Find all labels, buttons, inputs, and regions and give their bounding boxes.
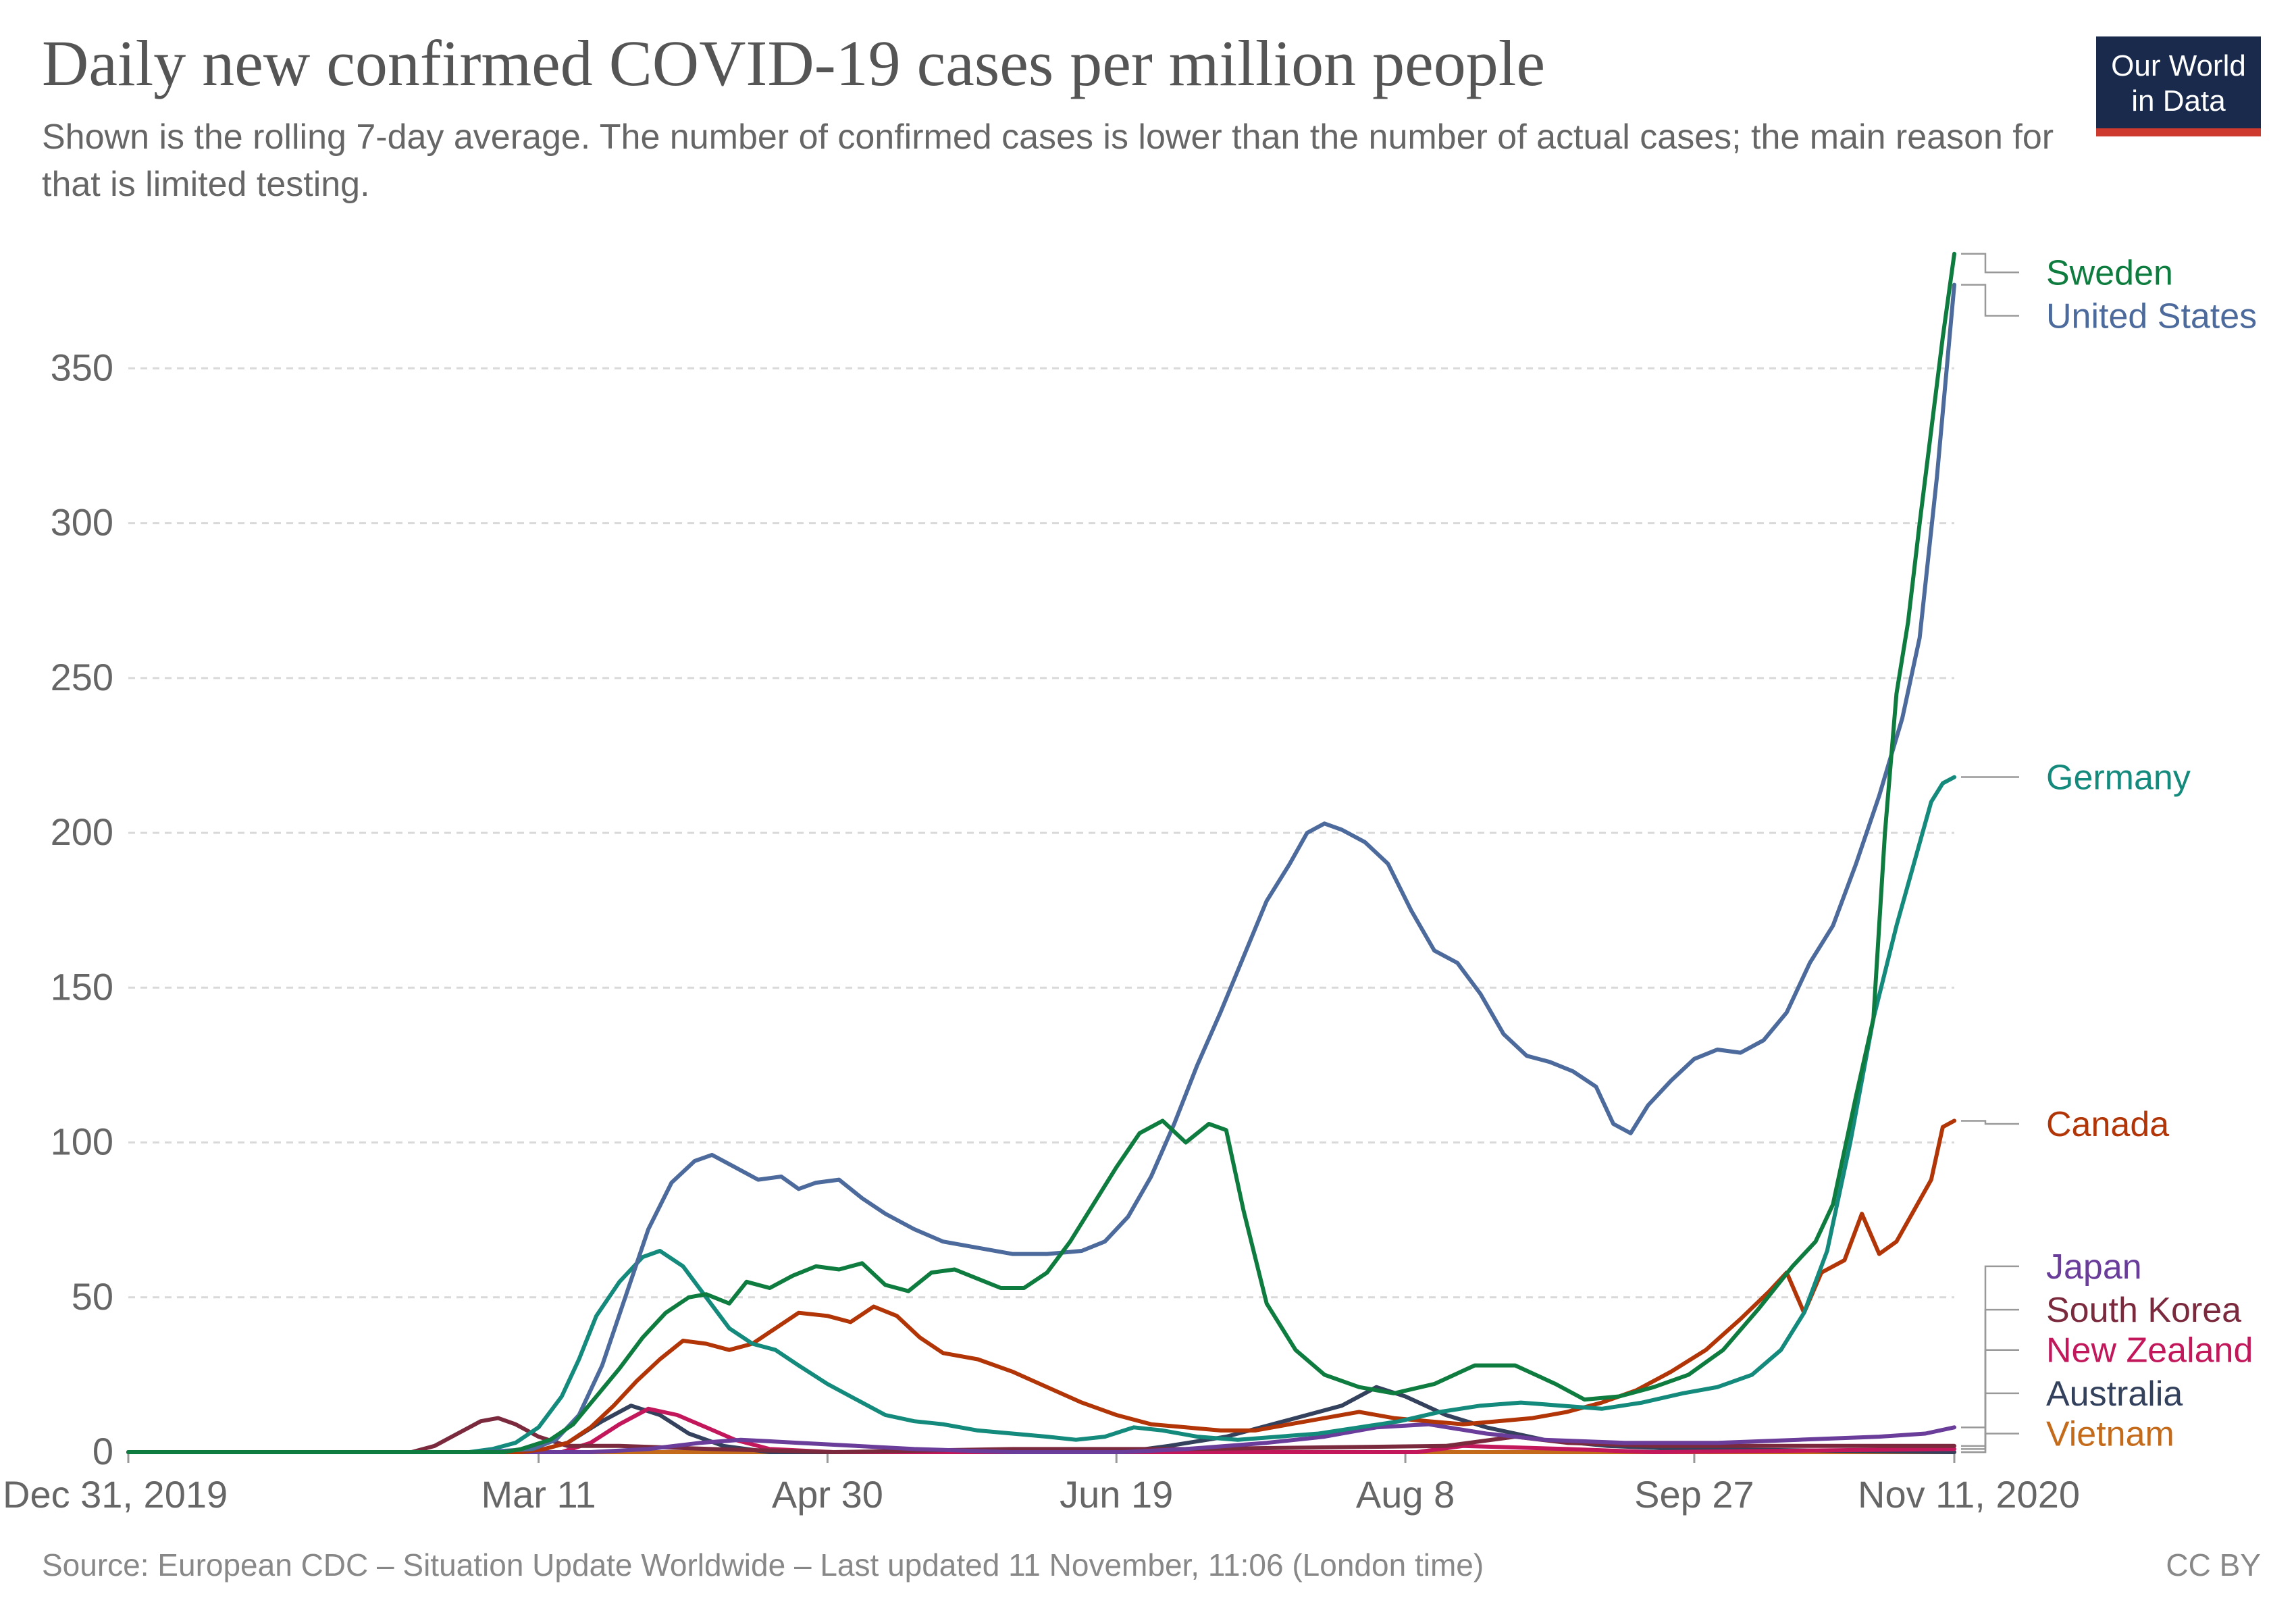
series-line-canada (126, 1118, 1956, 1454)
series-label-japan: Japan (2046, 1247, 2142, 1287)
x-tick-label: Apr 30 (772, 1473, 883, 1516)
label-connector (1961, 1265, 2019, 1429)
series-label-vietnam: Vietnam (2046, 1414, 2174, 1453)
label-connector (1961, 1433, 2019, 1453)
series-line-germany (126, 775, 1956, 1454)
x-tick-label: Sep 27 (1634, 1473, 1754, 1516)
series-label-south-korea: South Korea (2046, 1291, 2241, 1330)
series-line-japan (126, 1422, 1956, 1454)
series-lines (126, 251, 1956, 1454)
series-label-sweden: Sweden (2046, 253, 2173, 292)
x-tick-label: Dec 31, 2019 (3, 1473, 228, 1516)
series-end-labels: Sweden United States Germany Canada Japan Sou… (1961, 253, 2257, 1453)
y-tick-label: 350 (51, 346, 113, 388)
chart-title: Daily new confirmed COVID-19 cases per m… (42, 27, 1546, 99)
y-tick-label: 0 (93, 1430, 113, 1472)
license-link[interactable]: CC BY (2166, 1547, 2261, 1583)
x-axis: Dec 31, 2019 Mar 11 Apr 30 Jun 19 Aug 8 Sep 2… (3, 1452, 2080, 1516)
label-connector (1961, 284, 2019, 317)
y-tick-label: 200 (51, 810, 113, 853)
logo-line-1: Our World (2111, 49, 2246, 82)
series-label-australia: Australia (2046, 1374, 2183, 1414)
logo-line-2: in Data (2131, 84, 2226, 118)
series-label-germany: Germany (2046, 758, 2191, 798)
y-tick-label: 150 (51, 965, 113, 1008)
series-label-new-zealand: New Zealand (2046, 1331, 2253, 1370)
label-connector (1961, 253, 2019, 274)
label-connector (1961, 1120, 2019, 1125)
y-axis: 0 50 100 150 200 250 300 350 (51, 346, 113, 1472)
x-tick-label: Nov 11, 2020 (1858, 1473, 2080, 1516)
owid-logo[interactable]: Our World in Data (2096, 36, 2261, 136)
y-tick-label: 50 (72, 1275, 113, 1318)
x-tick-label: Jun 19 (1060, 1473, 1173, 1516)
series-label-united-states: United States (2046, 297, 2257, 336)
x-tick-label: Aug 8 (1356, 1473, 1455, 1516)
series-line-united-states (126, 282, 1956, 1454)
chart-subtitle: Shown is the rolling 7-day average. The … (42, 118, 2054, 204)
series-label-canada: Canada (2046, 1105, 2169, 1144)
logo-accent-bar (2096, 128, 2261, 136)
label-connector (1961, 1308, 2019, 1447)
gridlines (128, 367, 1954, 1453)
y-tick-label: 250 (51, 656, 113, 698)
y-tick-label: 300 (51, 501, 113, 544)
series-line-sweden (126, 251, 1956, 1454)
label-connector (1961, 1392, 2019, 1453)
x-tick-label: Mar 11 (481, 1473, 596, 1516)
source-note: Source: European CDC – Situation Update … (42, 1547, 1484, 1583)
series-line-australia (126, 1385, 1956, 1454)
y-tick-label: 100 (51, 1121, 113, 1163)
